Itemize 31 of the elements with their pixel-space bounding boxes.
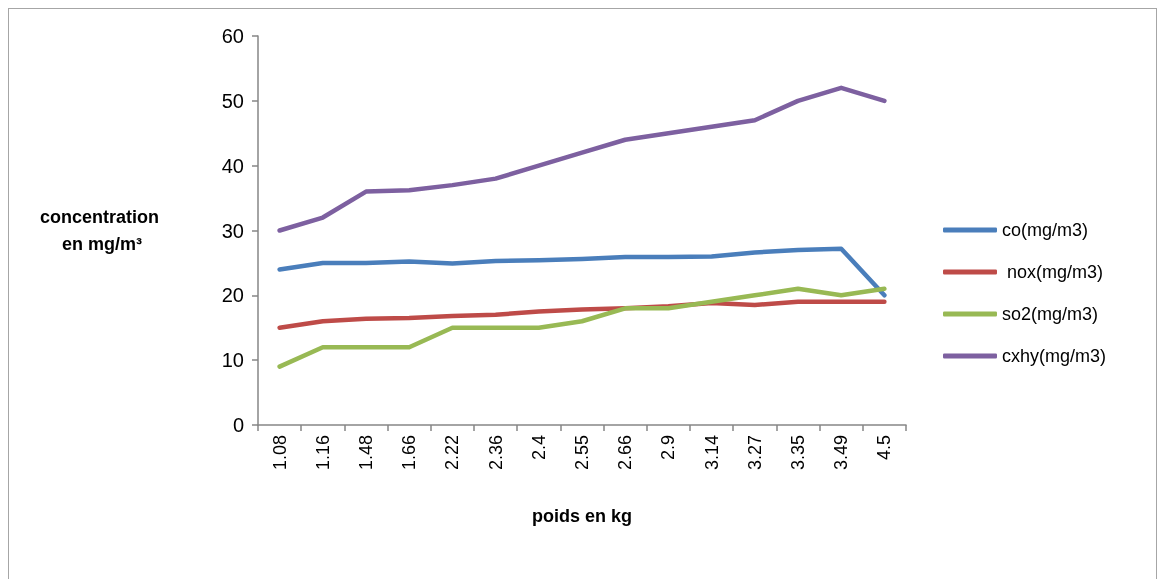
- line-series: [277, 286, 887, 369]
- legend-label: cxhy(mg/m3): [1002, 346, 1107, 366]
- x-tick-label: 2.66: [615, 435, 636, 471]
- y-axis-title: concentration en mg/m³: [39, 206, 165, 254]
- y-tick-label: 10: [221, 349, 244, 372]
- x-tick-label: 3.35: [788, 435, 808, 471]
- legend-label: so2(mg/m3): [1002, 304, 1099, 324]
- y-tick-label: 0: [232, 414, 244, 436]
- y-tick-label: 20: [221, 284, 244, 307]
- y-tick-label: 50: [221, 89, 244, 112]
- x-tick-label: 3.14: [701, 435, 722, 471]
- x-tick-label: 3.49: [831, 435, 852, 471]
- x-tick-label: 3.27: [744, 435, 765, 471]
- x-tick-label: 1.48: [356, 435, 376, 471]
- legend-label: co(mg/m3): [1002, 220, 1089, 240]
- y-tick-label: 30: [221, 219, 244, 242]
- x-tick-label: 2.4: [528, 435, 549, 461]
- x-tick-label: 2.55: [572, 435, 592, 471]
- y-tick-label: 60: [221, 25, 244, 47]
- legend-label: nox(mg/m3): [1002, 262, 1104, 282]
- x-tick-label: 1.66: [399, 435, 420, 471]
- y-tick-label: 40: [221, 154, 244, 177]
- line-series: [277, 85, 887, 233]
- x-tick-label: 2.22: [442, 435, 463, 471]
- line-series: [277, 246, 887, 298]
- x-tick-label: 1.08: [269, 435, 290, 471]
- x-tick-label: 1.16: [312, 435, 333, 471]
- x-tick-label: 2.36: [485, 435, 506, 471]
- x-axis-title: poids en kg: [531, 506, 633, 526]
- x-tick-label: 4.5: [874, 435, 895, 461]
- x-tick-label: 2.9: [658, 435, 679, 461]
